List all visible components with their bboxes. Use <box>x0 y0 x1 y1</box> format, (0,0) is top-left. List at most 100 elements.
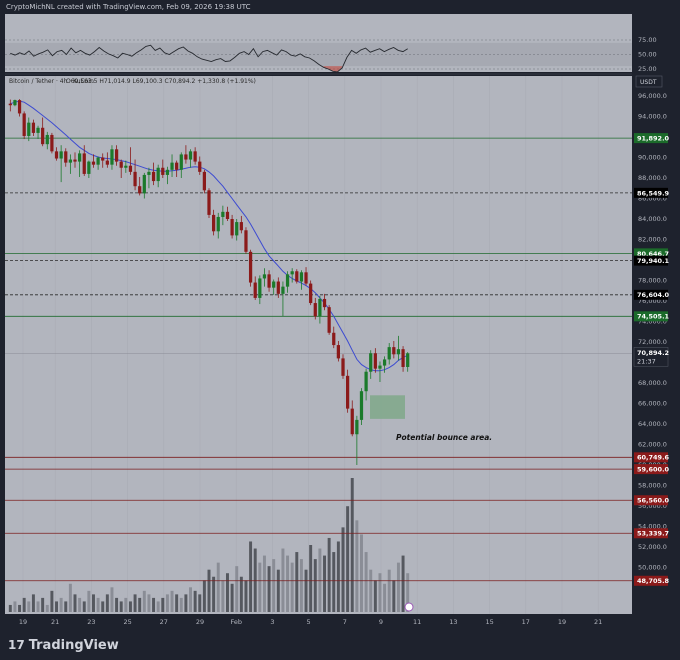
candle-body <box>68 159 72 163</box>
price-tick-label: 78,000.0 <box>638 277 667 285</box>
volume-bar <box>193 590 197 612</box>
last-price-bg <box>633 347 669 367</box>
candle <box>373 348 377 373</box>
candle-body <box>133 171 137 187</box>
time-tick-label: 25 <box>123 618 131 626</box>
volume-bar <box>383 583 387 612</box>
candle <box>8 99 12 112</box>
trading-chart[interactable]: 75.00 50.00 25.00 Potential bounce area. 9… <box>0 0 680 632</box>
rsi-indicator: 75.00 50.00 25.00 <box>5 36 657 73</box>
candle <box>221 205 225 226</box>
candle <box>346 369 350 413</box>
candle-body <box>272 281 276 288</box>
candle <box>369 350 373 379</box>
candle-body <box>309 283 313 304</box>
candle-body <box>262 274 267 279</box>
price-tick-label: 56,000.0 <box>638 502 667 510</box>
candle-body <box>64 151 68 163</box>
candle <box>244 227 248 254</box>
candle <box>78 150 82 177</box>
candle-body <box>119 161 123 168</box>
candle-body <box>41 127 45 145</box>
candle-body <box>230 219 234 236</box>
price-tick-label: 86,000.0 <box>638 195 667 203</box>
candle-body <box>373 353 377 369</box>
candle <box>248 249 253 287</box>
volume-bar <box>332 552 336 612</box>
candle <box>128 147 133 175</box>
volume-bar <box>244 580 248 612</box>
candle-body <box>212 214 216 232</box>
candle <box>13 99 17 107</box>
currency-button[interactable]: USDT <box>635 75 663 88</box>
volume-bar <box>360 534 363 612</box>
time-tick-label: 13 <box>449 618 457 626</box>
level-label-bg <box>634 452 668 463</box>
candle-body <box>281 286 285 294</box>
volume-bar <box>313 559 317 612</box>
candle-body <box>82 153 86 174</box>
price-tick-label: 66,000.0 <box>638 400 667 408</box>
volume-bar <box>235 566 239 612</box>
candle <box>170 154 174 177</box>
candle-body <box>276 281 280 294</box>
time-tick-label: 21 <box>594 618 602 626</box>
candle-body <box>406 353 410 367</box>
volume-bar <box>286 555 290 612</box>
candle-body <box>17 100 22 114</box>
tradingview-logo-mark: 17 <box>8 638 25 652</box>
candle-body <box>73 159 77 162</box>
volume-bar <box>364 552 368 612</box>
candle-body <box>54 151 59 159</box>
volume-bar <box>13 601 17 612</box>
candle-body <box>336 345 340 359</box>
candle-body <box>244 230 248 252</box>
volume-bar <box>207 569 211 612</box>
candle <box>202 169 206 194</box>
candle <box>50 132 54 154</box>
candle-body <box>369 353 373 372</box>
price-tick-label: 76,000.0 <box>638 297 667 305</box>
candle <box>313 297 317 320</box>
candle-body <box>285 274 290 287</box>
candle-body <box>156 167 160 182</box>
price-tick-label: 94,000.0 <box>638 113 667 121</box>
candle-body <box>341 358 345 376</box>
candle <box>364 368 368 401</box>
candle-body <box>184 154 188 160</box>
price-tick-label: 82,000.0 <box>638 236 667 244</box>
candle <box>235 219 239 241</box>
chart-credit: CryptoMichNL created with TradingView.co… <box>6 3 251 11</box>
candle-body <box>114 149 119 162</box>
price-tick-label: 96,000.0 <box>638 92 667 100</box>
candle-body <box>101 157 105 161</box>
candle-body <box>239 222 243 231</box>
candle-body <box>193 151 197 162</box>
volume-bar <box>198 594 202 612</box>
time-tick-label: 21 <box>51 618 59 626</box>
annotation-text: Potential bounce area. <box>396 433 492 442</box>
tradingview-logo: 17 TradingView <box>8 638 119 653</box>
candle <box>101 153 105 168</box>
candle <box>124 160 128 173</box>
volume-bar <box>341 527 345 612</box>
volume-bar <box>212 576 216 612</box>
volume-bar <box>147 594 151 612</box>
volume-bar <box>295 552 299 612</box>
candle-body <box>322 298 327 308</box>
volume-bar <box>87 590 91 612</box>
level-label-bg <box>634 464 668 475</box>
candle-body <box>313 303 317 317</box>
candle-body <box>387 347 391 360</box>
level-label-bg <box>634 311 668 322</box>
candle <box>239 215 243 234</box>
volume-bar <box>170 590 174 612</box>
time-tick-label: 19 <box>558 618 566 626</box>
candle <box>406 352 410 372</box>
candle-body <box>175 162 179 170</box>
candle <box>64 148 68 167</box>
level-label: 56,560.0 <box>637 497 670 505</box>
level-label: 91,892.0 <box>637 135 670 143</box>
volume-bar <box>318 548 322 612</box>
volume-bar <box>323 555 326 612</box>
